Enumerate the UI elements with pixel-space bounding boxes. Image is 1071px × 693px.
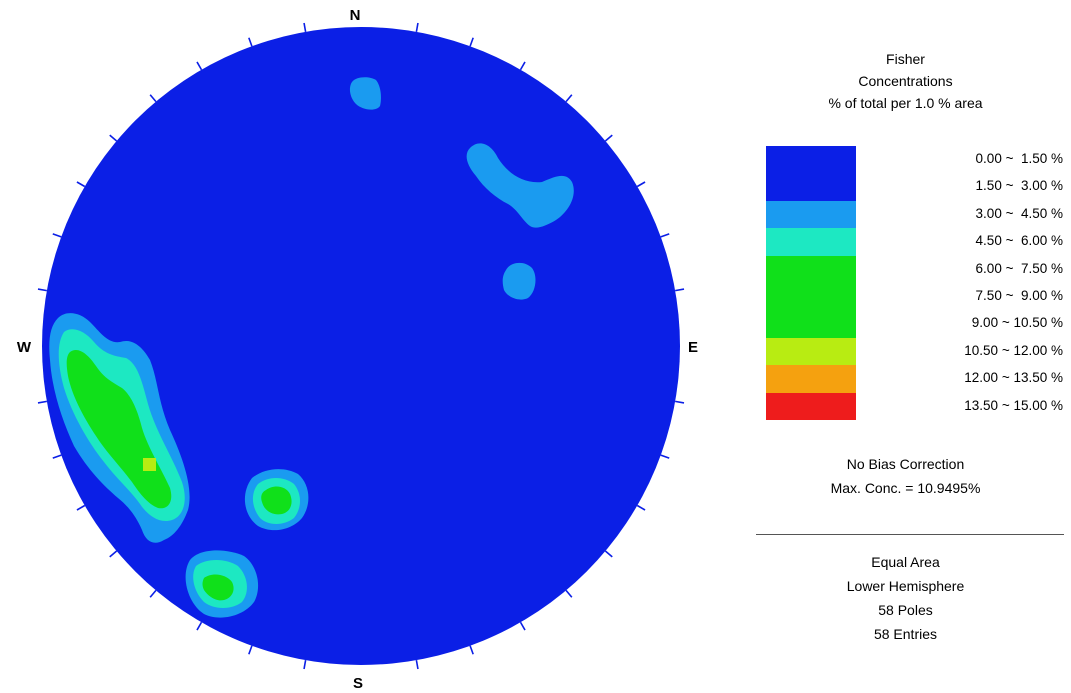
legend-bin-row: 0.00 ~ 1.50 % — [766, 146, 1071, 174]
azimuth-tick — [76, 181, 86, 188]
azimuth-tick — [109, 550, 118, 558]
azimuth-tick — [675, 400, 685, 404]
azimuth-tick — [519, 621, 526, 631]
azimuth-tick — [604, 550, 613, 558]
azimuth-tick — [675, 288, 685, 292]
azimuth-tick — [415, 660, 419, 670]
azimuth-tick — [636, 504, 646, 511]
azimuth-tick — [248, 645, 253, 655]
legend-bin-label: 7.50 ~ 9.00 % — [975, 287, 1063, 303]
legend-divider — [756, 534, 1064, 535]
legend-bin-row: 3.00 ~ 4.50 % — [766, 200, 1071, 229]
azimuth-tick — [149, 589, 157, 598]
legend-title-line-1: Fisher — [886, 51, 925, 67]
bias-correction-label: No Bias Correction — [846, 456, 965, 472]
contour-northeast-blob — [466, 143, 574, 228]
legend-bin-swatch — [766, 392, 856, 420]
legend-bin-swatch — [766, 146, 856, 174]
legend-bin-swatch — [766, 310, 856, 338]
azimuth-tick — [636, 181, 646, 188]
legend-bin-row: 13.50 ~ 15.00 % — [766, 392, 1071, 420]
legend-bin-row: 6.00 ~ 7.50 % — [766, 255, 1071, 283]
legend-bin-row: 10.50 ~ 12.00 % — [766, 337, 1071, 366]
legend-bin-swatch — [766, 365, 856, 393]
legend-bin-row: 7.50 ~ 9.00 % — [766, 282, 1071, 311]
legend-bin-swatch — [766, 282, 856, 311]
azimuth-tick — [196, 621, 203, 631]
compass-west-label: W — [17, 339, 32, 356]
azimuth-tick — [604, 134, 613, 142]
contour-north-blob — [349, 77, 381, 110]
legend-bin-label: 10.50 ~ 12.00 % — [964, 342, 1063, 358]
azimuth-tick — [469, 645, 474, 655]
legend-bins: 0.00 ~ 1.50 % 1.50 ~ 3.00 % 3.00 ~ 4.50 % 4… — [766, 146, 1071, 420]
legend-bin-row: 9.00 ~ 10.50 % — [766, 310, 1071, 338]
stereonet-plot: N S E W — [17, 7, 698, 692]
azimuth-tick — [519, 61, 526, 71]
azimuth-tick — [469, 37, 474, 47]
entries-count-label: 58 Entries — [873, 626, 938, 642]
legend-bin-label: 9.00 ~ 10.50 % — [971, 315, 1063, 331]
azimuth-tick — [52, 233, 62, 238]
legend-panel: Fisher Concentrations % of total per 1.0… — [740, 0, 1071, 693]
azimuth-tick — [109, 134, 118, 142]
legend-bin-swatch — [766, 337, 856, 366]
azimuth-tick — [660, 233, 670, 238]
legend-bin-label: 13.50 ~ 15.00 % — [964, 397, 1063, 413]
azimuth-tick — [76, 504, 86, 511]
contour-south-core — [202, 574, 234, 601]
hemisphere-label: Lower Hemisphere — [846, 578, 965, 594]
legend-bin-swatch — [766, 228, 856, 256]
compass-north-label: N — [350, 7, 361, 24]
azimuth-tick — [149, 94, 157, 103]
azimuth-tick — [37, 400, 47, 404]
legend-bin-label: 12.00 ~ 13.50 % — [964, 370, 1063, 386]
contour-east-blob — [502, 262, 536, 300]
azimuth-tick — [415, 22, 419, 32]
max-concentration-label: Max. Conc. = 10.9495% — [830, 480, 981, 496]
legend-bin-row: 1.50 ~ 3.00 % — [766, 173, 1071, 201]
azimuth-tick — [37, 288, 47, 292]
compass-east-label: E — [688, 339, 698, 356]
legend-bin-label: 4.50 ~ 6.00 % — [975, 233, 1063, 249]
legend-bin-swatch — [766, 200, 856, 229]
legend-bin-swatch — [766, 173, 856, 201]
legend-bin-row: 12.00 ~ 13.50 % — [766, 365, 1071, 393]
legend-bin-row: 4.50 ~ 6.00 % — [766, 228, 1071, 256]
azimuth-tick — [303, 660, 307, 670]
azimuth-ticks — [37, 22, 685, 670]
legend-title-line-3: % of total per 1.0 % area — [828, 95, 983, 111]
azimuth-tick — [565, 589, 573, 598]
azimuth-tick — [248, 37, 253, 47]
azimuth-tick — [196, 61, 203, 71]
legend-bin-swatch — [766, 255, 856, 283]
azimuth-tick — [303, 22, 307, 32]
projection-label: Equal Area — [871, 554, 940, 570]
legend-bin-label: 1.50 ~ 3.00 % — [975, 178, 1063, 194]
legend-title-line-2: Concentrations — [858, 73, 953, 89]
contour-west-peak — [143, 458, 156, 471]
compass-south-label: S — [353, 675, 363, 692]
legend-bin-label: 3.00 ~ 4.50 % — [975, 205, 1063, 221]
legend-bin-label: 6.00 ~ 7.50 % — [975, 260, 1063, 276]
contour-southwest-core — [261, 486, 292, 515]
poles-count-label: 58 Poles — [878, 602, 933, 618]
legend-bin-label: 0.00 ~ 1.50 % — [975, 151, 1063, 166]
azimuth-tick — [565, 94, 573, 103]
azimuth-tick — [660, 454, 670, 459]
azimuth-tick — [52, 454, 62, 459]
